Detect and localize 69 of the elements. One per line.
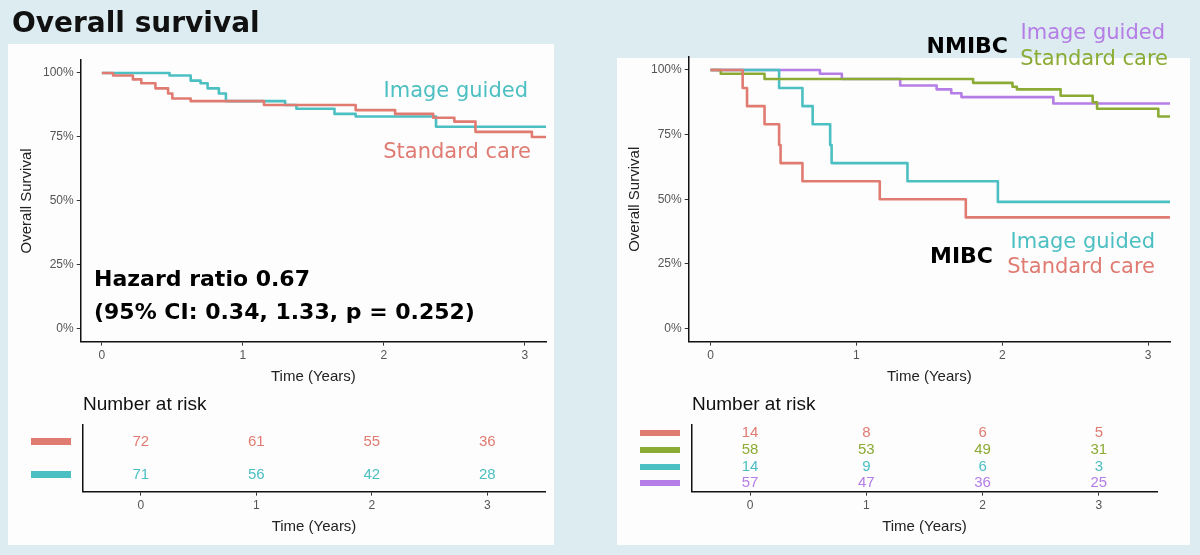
annotation: NMIBC [926,32,1008,58]
y-tick-label: 100% [42,65,75,80]
x-axis-title: Time (Years) [270,367,356,385]
data-label: 49 [974,440,991,458]
y-tick-label: 0% [664,320,683,335]
data-label: 61 [247,431,265,449]
chart-title: Number at risk [692,393,817,415]
x-tick-label: 0 [707,348,715,363]
data-label: 14 [741,456,759,474]
series-label: Image guided [1010,229,1155,254]
data-label: 42 [363,465,381,483]
data-label: 25 [1090,473,1108,491]
y-tick-label: 50% [657,191,683,206]
x-tick-label: 1 [239,348,247,363]
y-axis-title: Overall Survival [17,148,35,254]
chart-title: Number at risk [83,393,208,415]
series-label: Standard care [1007,254,1155,279]
x-tick-label: 2 [998,348,1006,363]
chart-title: Overall survival [12,6,260,39]
x-tick-label: 2 [979,498,987,513]
text: Image guided [1020,20,1165,45]
x-tick-label: 1 [252,498,260,513]
x-tick-label: 0 [98,348,106,363]
x-tick-label: 2 [368,498,376,513]
data-label: 53 [858,440,875,458]
data-label: 72 [132,431,150,449]
data-label: 5 [1094,423,1104,441]
x-axis-title: Time (Years) [271,517,357,535]
y-tick-label: 25% [657,256,683,271]
annotation: Hazard ratio 0.67 [94,265,310,291]
y-tick-label: 25% [49,257,75,272]
data-label: 36 [478,431,496,449]
x-tick-label: 2 [380,348,388,363]
x-tick-label: 1 [863,498,871,513]
y-tick-label: 75% [49,129,75,144]
data-label: 56 [247,465,265,483]
x-tick-label: 3 [1095,498,1103,513]
data-label: 36 [974,473,991,491]
x-tick-label: 0 [137,498,145,513]
data-label: 6 [978,423,987,441]
y-tick-label: 0% [56,321,75,336]
data-label: 14 [741,423,759,441]
x-tick-label: 1 [853,348,861,363]
data-label: 71 [132,465,150,483]
data-label: 58 [741,440,759,458]
data-label: 47 [858,473,875,491]
y-tick-label: 50% [49,193,75,208]
x-tick-label: 0 [746,498,754,513]
data-label: 55 [363,431,381,449]
annotation: (95% CI: 0.34, 1.33, p = 0.252) [94,298,475,324]
annotation: MIBC [930,242,993,268]
series-label: Image guided [383,78,528,103]
y-axis-title: Overall Survival [625,146,643,252]
x-axis-title: Time (Years) [882,517,967,535]
y-tick-label: 75% [657,126,683,141]
data-label: 28 [478,465,496,483]
x-tick-label: 3 [1144,348,1152,363]
data-label: 9 [862,456,871,474]
data-label: 3 [1094,456,1104,474]
series-label: Standard care [1020,46,1168,71]
data-label: 57 [741,473,759,491]
data-label: 6 [978,456,987,474]
x-axis-title: Time (Years) [886,367,972,385]
series-label: Standard care [383,139,531,164]
data-label: 8 [862,423,871,441]
x-tick-label: 3 [483,498,491,513]
y-tick-label: 100% [650,62,683,77]
x-tick-label: 3 [521,348,529,363]
data-label: 31 [1090,440,1108,458]
